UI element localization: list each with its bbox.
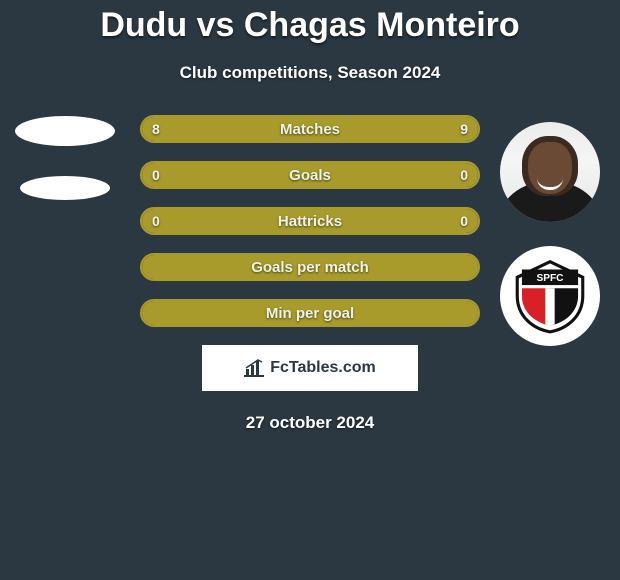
stat-fill-right <box>300 117 478 141</box>
stat-fill-left <box>142 209 310 233</box>
left-player-avatar <box>15 116 115 146</box>
date-text: 27 october 2024 <box>0 413 620 433</box>
right-player-column: SPFC <box>500 122 600 346</box>
stat-row: Min per goal <box>140 299 480 327</box>
stat-fill-left <box>142 163 310 187</box>
stat-row: Goals00 <box>140 161 480 189</box>
subtitle: Club competitions, Season 2024 <box>0 63 620 83</box>
stat-row: Matches89 <box>140 115 480 143</box>
watermark-text: FcTables.com <box>270 359 376 377</box>
left-player-column <box>10 116 120 200</box>
right-player-avatar <box>500 122 600 222</box>
stat-fill-left <box>142 255 478 279</box>
page-title: Dudu vs Chagas Monteiro <box>0 0 620 45</box>
stat-row: Hattricks00 <box>140 207 480 235</box>
stat-fill-left <box>142 301 478 325</box>
watermark: FcTables.com <box>202 345 418 391</box>
chart-icon <box>244 359 264 377</box>
club-initials: SPFC <box>536 273 564 284</box>
stat-fill-left <box>142 117 300 141</box>
left-player-club <box>20 176 110 200</box>
stat-fill-right <box>310 209 478 233</box>
stat-fill-right <box>310 163 478 187</box>
club-crest-icon: SPFC <box>511 257 589 335</box>
right-player-club: SPFC <box>500 246 600 346</box>
stat-row: Goals per match <box>140 253 480 281</box>
